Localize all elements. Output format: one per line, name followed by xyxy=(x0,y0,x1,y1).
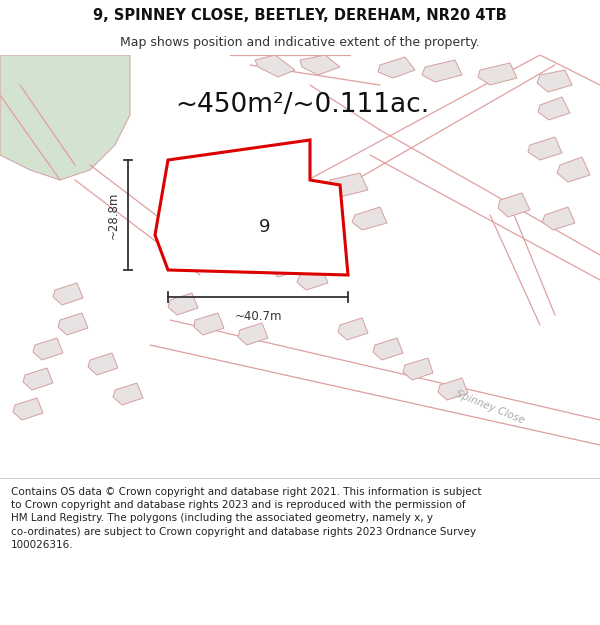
Text: 9, SPINNEY CLOSE, BEETLEY, DEREHAM, NR20 4TB: 9, SPINNEY CLOSE, BEETLEY, DEREHAM, NR20… xyxy=(93,8,507,23)
Polygon shape xyxy=(542,207,575,230)
Polygon shape xyxy=(352,207,387,230)
Polygon shape xyxy=(255,55,295,77)
Polygon shape xyxy=(328,173,368,197)
Polygon shape xyxy=(338,318,368,340)
Polygon shape xyxy=(373,338,403,360)
Text: Map shows position and indicative extent of the property.: Map shows position and indicative extent… xyxy=(120,36,480,49)
Polygon shape xyxy=(33,338,63,360)
Polygon shape xyxy=(23,368,53,390)
Polygon shape xyxy=(538,97,570,120)
Polygon shape xyxy=(155,140,348,275)
Text: ~28.8m: ~28.8m xyxy=(107,191,120,239)
Polygon shape xyxy=(53,283,83,305)
Polygon shape xyxy=(422,60,462,82)
Text: ~40.7m: ~40.7m xyxy=(234,310,282,323)
Polygon shape xyxy=(113,383,143,405)
Polygon shape xyxy=(194,313,224,335)
Polygon shape xyxy=(238,323,268,345)
Text: Spinney Close: Spinney Close xyxy=(454,389,526,426)
Polygon shape xyxy=(268,253,302,277)
Polygon shape xyxy=(498,193,530,217)
Polygon shape xyxy=(403,358,433,380)
Text: 9: 9 xyxy=(259,218,271,236)
Polygon shape xyxy=(528,137,562,160)
Polygon shape xyxy=(438,378,468,400)
Polygon shape xyxy=(88,353,118,375)
Polygon shape xyxy=(0,55,130,180)
Polygon shape xyxy=(478,63,517,85)
Text: ~450m²/~0.111ac.: ~450m²/~0.111ac. xyxy=(175,92,429,118)
Polygon shape xyxy=(13,398,43,420)
Polygon shape xyxy=(378,57,415,78)
Polygon shape xyxy=(58,313,88,335)
Polygon shape xyxy=(168,293,198,315)
Polygon shape xyxy=(557,157,590,182)
Polygon shape xyxy=(300,55,340,75)
Polygon shape xyxy=(537,70,572,92)
Polygon shape xyxy=(297,268,328,290)
Text: Contains OS data © Crown copyright and database right 2021. This information is : Contains OS data © Crown copyright and d… xyxy=(11,487,481,550)
